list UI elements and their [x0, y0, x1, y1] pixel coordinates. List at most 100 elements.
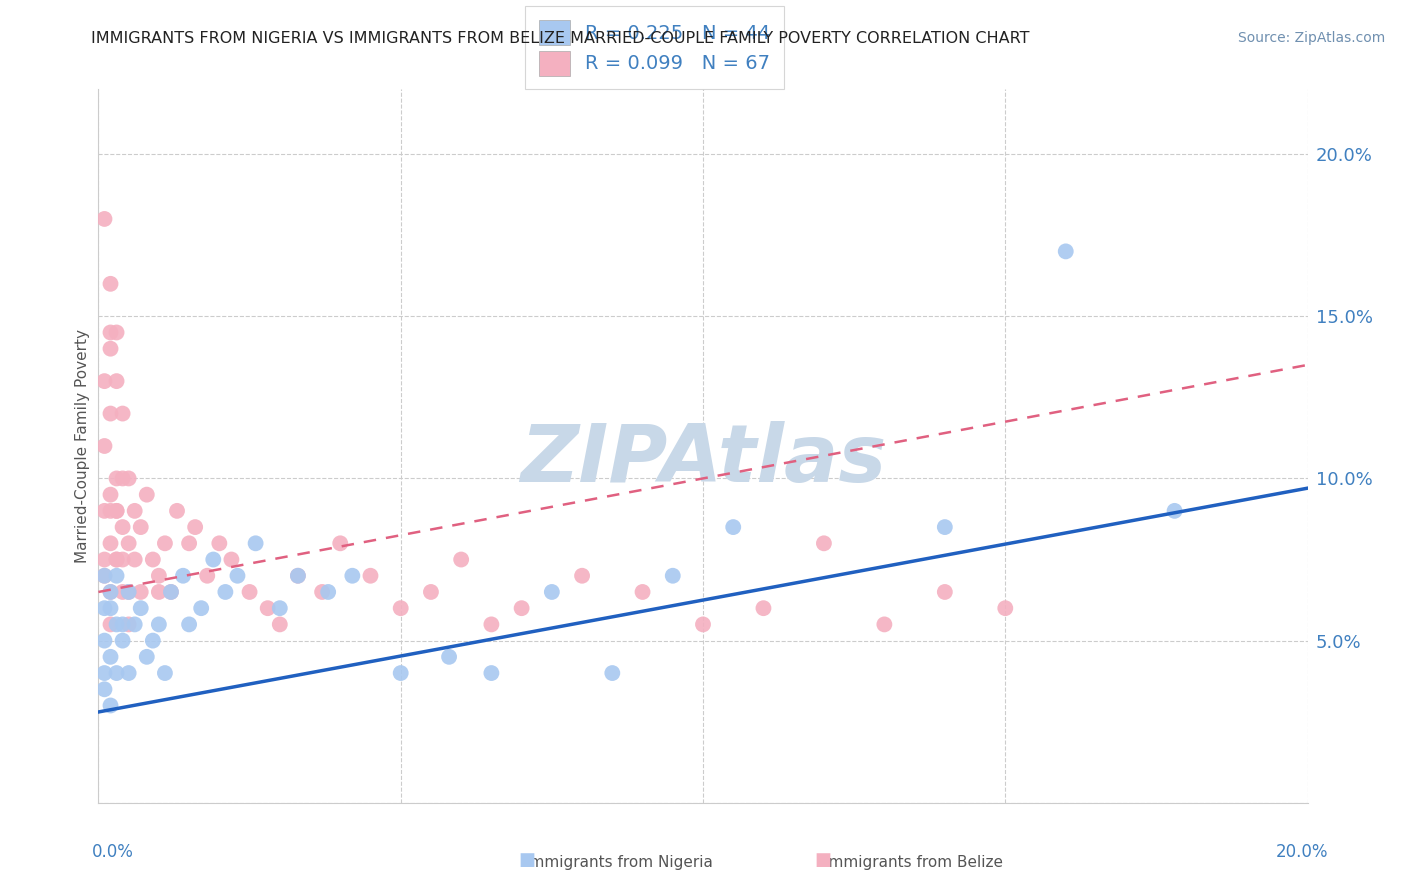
Point: [118, 585, 141, 599]
Point: [142, 633, 165, 648]
Point: [190, 601, 212, 615]
Point: [602, 666, 624, 681]
Point: [111, 552, 134, 566]
Point: [100, 407, 122, 421]
Point: [994, 601, 1017, 615]
Point: [208, 536, 231, 550]
Point: [420, 585, 443, 599]
Point: [389, 601, 412, 615]
Point: [342, 568, 364, 582]
Point: [105, 326, 128, 340]
Point: [100, 488, 122, 502]
Point: [287, 568, 309, 582]
Point: [105, 552, 128, 566]
Text: ZIPAtlas: ZIPAtlas: [520, 421, 886, 500]
Point: [245, 536, 267, 550]
Point: [195, 568, 218, 582]
Point: [934, 520, 956, 534]
Point: [153, 666, 176, 681]
Y-axis label: Married-Couple Family Poverty: Married-Couple Family Poverty: [75, 329, 90, 563]
Point: [239, 585, 262, 599]
Point: [160, 585, 183, 599]
Point: [148, 568, 170, 582]
Point: [93, 504, 115, 518]
Text: 20.0%: 20.0%: [1277, 843, 1329, 861]
Point: [481, 666, 503, 681]
Point: [93, 439, 115, 453]
Point: [118, 617, 141, 632]
Point: [93, 568, 115, 582]
Point: [100, 585, 122, 599]
Point: [93, 374, 115, 388]
Point: [692, 617, 714, 632]
Point: [129, 585, 152, 599]
Point: [934, 585, 956, 599]
Point: [148, 617, 170, 632]
Point: [129, 520, 152, 534]
Point: [311, 585, 333, 599]
Point: [160, 585, 183, 599]
Text: IMMIGRANTS FROM NIGERIA VS IMMIGRANTS FROM BELIZE MARRIED-COUPLE FAMILY POVERTY : IMMIGRANTS FROM NIGERIA VS IMMIGRANTS FR…: [91, 31, 1029, 46]
Point: [287, 568, 309, 582]
Point: [100, 698, 122, 713]
Point: [631, 585, 654, 599]
Point: [752, 601, 775, 615]
Point: [93, 211, 115, 226]
Point: [813, 536, 835, 550]
Point: [100, 504, 122, 518]
Text: 0.0%: 0.0%: [91, 843, 134, 861]
Point: [269, 601, 291, 615]
Point: [100, 617, 122, 632]
Point: [437, 649, 460, 664]
Point: [111, 585, 134, 599]
Point: [93, 633, 115, 648]
Point: [105, 617, 128, 632]
Point: [111, 633, 134, 648]
Point: [105, 504, 128, 518]
Point: [135, 488, 157, 502]
Legend: R = 0.225   N = 44, R = 0.099   N = 67: R = 0.225 N = 44, R = 0.099 N = 67: [524, 6, 785, 89]
Point: [100, 326, 122, 340]
Point: [450, 552, 472, 566]
Point: [124, 617, 146, 632]
Point: [661, 568, 683, 582]
Point: [111, 471, 134, 485]
Point: [118, 471, 141, 485]
Text: Immigrants from Nigeria: Immigrants from Nigeria: [524, 855, 713, 870]
Point: [124, 552, 146, 566]
Point: [100, 536, 122, 550]
Point: [153, 536, 176, 550]
Point: [540, 585, 562, 599]
Point: [93, 682, 115, 697]
Point: [202, 552, 225, 566]
Point: [93, 666, 115, 681]
Point: [226, 568, 249, 582]
Point: [360, 568, 382, 582]
Point: [256, 601, 278, 615]
Point: [100, 585, 122, 599]
Point: [873, 617, 896, 632]
Point: [166, 504, 188, 518]
Point: [221, 552, 243, 566]
Point: [269, 617, 291, 632]
Point: [111, 617, 134, 632]
Point: [184, 520, 207, 534]
Point: [105, 504, 128, 518]
Text: ■: ■: [519, 851, 536, 869]
Text: Source: ZipAtlas.com: Source: ZipAtlas.com: [1237, 31, 1385, 45]
Text: Immigrants from Belize: Immigrants from Belize: [824, 855, 1004, 870]
Point: [179, 536, 201, 550]
Point: [142, 552, 165, 566]
Point: [100, 601, 122, 615]
Point: [571, 568, 593, 582]
Point: [93, 601, 115, 615]
Point: [1163, 504, 1185, 518]
Point: [100, 342, 122, 356]
Point: [93, 568, 115, 582]
Point: [723, 520, 745, 534]
Point: [111, 520, 134, 534]
Point: [118, 666, 141, 681]
Point: [100, 649, 122, 664]
Point: [105, 666, 128, 681]
Point: [172, 568, 194, 582]
